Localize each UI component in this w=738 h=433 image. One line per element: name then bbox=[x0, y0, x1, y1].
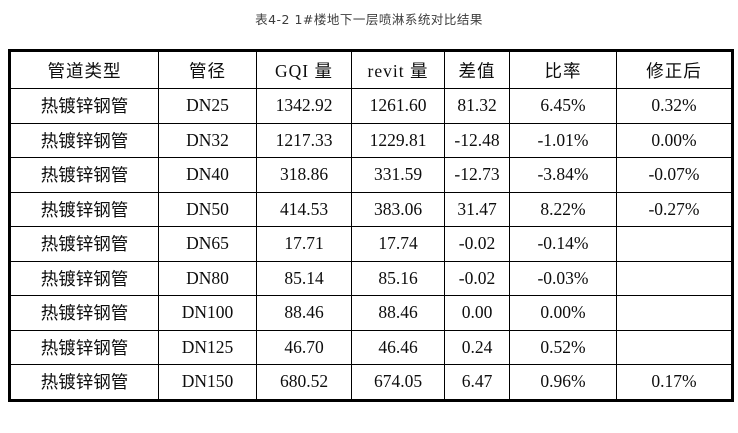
header-row: 管道类型 管径 GQI 量 revit 量差值 比率 修正后 bbox=[9, 50, 733, 89]
table-cell: 0.00% bbox=[616, 122, 733, 158]
table-cell: -0.02 bbox=[444, 260, 510, 296]
table-cell: 318.86 bbox=[256, 157, 352, 193]
table-cell: 383.06 bbox=[351, 191, 445, 227]
table-cell: DN32 bbox=[158, 122, 257, 158]
table-cell: 热镀锌钢管 bbox=[9, 191, 159, 227]
table-cell bbox=[616, 295, 733, 331]
table-cell: 0.32% bbox=[616, 88, 733, 124]
table-cell bbox=[616, 329, 733, 365]
table-cell: DN40 bbox=[158, 157, 257, 193]
table-cell: 680.52 bbox=[256, 364, 352, 401]
table-row: 热镀锌钢管 DN150 680.52 674.05 6.47 0.96% 0.17% bbox=[9, 364, 733, 401]
table-cell: 414.53 bbox=[256, 191, 352, 227]
table-cell: DN150 bbox=[158, 364, 257, 401]
table-cell: 46.46 bbox=[351, 329, 445, 365]
table-row: 热镀锌钢管 DN80 85.14 85.16 -0.02 -0.03% bbox=[9, 260, 733, 296]
table-cell: 热镀锌钢管 bbox=[9, 364, 159, 401]
table-cell: 17.74 bbox=[351, 226, 445, 262]
table-cell bbox=[616, 226, 733, 262]
table-cell: 46.70 bbox=[256, 329, 352, 365]
table-cell: -0.14% bbox=[509, 226, 617, 262]
table-cell: -12.48 bbox=[444, 122, 510, 158]
table-cell: DN100 bbox=[158, 295, 257, 331]
table-cell: 8.22% bbox=[509, 191, 617, 227]
column-header-7: 修正后 bbox=[616, 50, 733, 89]
table-cell: -0.07% bbox=[616, 157, 733, 193]
table-cell: DN125 bbox=[158, 329, 257, 365]
table-row: 热镀锌钢管 DN32 1217.33 1229.81 -12.48 -1.01% 0.00% bbox=[9, 122, 733, 158]
table-cell: 0.52% bbox=[509, 329, 617, 365]
table-cell: -0.02 bbox=[444, 226, 510, 262]
table-cell: 17.71 bbox=[256, 226, 352, 262]
column-header-2: 管径 bbox=[158, 50, 257, 89]
table-cell: 热镀锌钢管 bbox=[9, 122, 159, 158]
table-cell: 6.45% bbox=[509, 88, 617, 124]
table-cell: 0.00 bbox=[444, 295, 510, 331]
table-cell: 1217.33 bbox=[256, 122, 352, 158]
column-header-6: 比率 bbox=[509, 50, 617, 89]
table-cell: 674.05 bbox=[351, 364, 445, 401]
table-cell: DN50 bbox=[158, 191, 257, 227]
table-cell: 热镀锌钢管 bbox=[9, 88, 159, 124]
table-cell: -0.03% bbox=[509, 260, 617, 296]
table-cell: 1229.81 bbox=[351, 122, 445, 158]
column-header-3: GQI 量 bbox=[256, 50, 352, 89]
table-cell: -0.27% bbox=[616, 191, 733, 227]
table-row: 热镀锌钢管 DN50 414.53 383.06 31.47 8.22% -0.27% bbox=[9, 191, 733, 227]
table-cell: 0.96% bbox=[509, 364, 617, 401]
table-cell: 1342.92 bbox=[256, 88, 352, 124]
table-cell: DN80 bbox=[158, 260, 257, 296]
table-cell: 热镀锌钢管 bbox=[9, 157, 159, 193]
table-row: 热镀锌钢管 DN100 88.46 88.46 0.00 0.00% bbox=[9, 295, 733, 331]
column-header-1: 管道类型 bbox=[9, 50, 159, 89]
table-caption: 表4-2 1#楼地下一层喷淋系统对比结果 bbox=[255, 12, 483, 27]
table-row: 热镀锌钢管 DN65 17.71 17.74 -0.02 -0.14% bbox=[9, 226, 733, 262]
table-cell: 1261.60 bbox=[351, 88, 445, 124]
column-header-4: revit 量 bbox=[351, 50, 445, 89]
table-cell: 热镀锌钢管 bbox=[9, 295, 159, 331]
table-cell bbox=[616, 260, 733, 296]
table-cell: 88.46 bbox=[351, 295, 445, 331]
table-cell: 31.47 bbox=[444, 191, 510, 227]
table-row: 热镀锌钢管 DN40 318.86 331.59 -12.73 -3.84% -0.07% bbox=[9, 157, 733, 193]
table-cell: -12.73 bbox=[444, 157, 510, 193]
column-header-5: 差值 bbox=[444, 50, 510, 89]
pipe-comparison-table: 管道类型 管径 GQI 量 revit 量差值 比率 修正后 热镀锌钢管 DN25 1342.… bbox=[8, 49, 734, 402]
table-row: 热镀锌钢管 DN125 46.70 46.46 0.24 0.52% bbox=[9, 329, 733, 365]
table-cell: DN65 bbox=[158, 226, 257, 262]
table-cell: 331.59 bbox=[351, 157, 445, 193]
table-cell: 热镀锌钢管 bbox=[9, 329, 159, 365]
table-cell: 85.16 bbox=[351, 260, 445, 296]
table-cell: 85.14 bbox=[256, 260, 352, 296]
table-cell: -3.84% bbox=[509, 157, 617, 193]
table-cell: 0.00% bbox=[509, 295, 617, 331]
table-cell: -1.01% bbox=[509, 122, 617, 158]
table-cell: 热镀锌钢管 bbox=[9, 260, 159, 296]
table-row: 热镀锌钢管 DN25 1342.92 1261.60 81.32 6.45% 0.32% bbox=[9, 88, 733, 124]
table-cell: DN25 bbox=[158, 88, 257, 124]
table-cell: 6.47 bbox=[444, 364, 510, 401]
table-cell: 88.46 bbox=[256, 295, 352, 331]
table-cell: 热镀锌钢管 bbox=[9, 226, 159, 262]
table-cell: 81.32 bbox=[444, 88, 510, 124]
table-cell: 0.24 bbox=[444, 329, 510, 365]
table-cell: 0.17% bbox=[616, 364, 733, 401]
